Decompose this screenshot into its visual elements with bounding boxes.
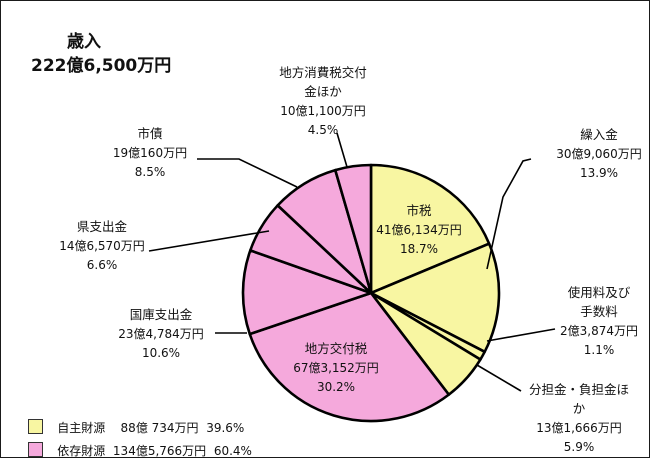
legend-swatch-dependent [28, 442, 44, 457]
slice-labels: 市税 41億6,134万円 18.7% 繰入金 30億9,060万円 13.9% 使用料及び… [59, 65, 642, 454]
legend-own-name: 自主財源 [57, 421, 106, 435]
leader-line [336, 132, 348, 168]
slice-label: 県支出金 14億6,570万円 6.6% [59, 219, 145, 272]
slice-label: 市債 19億160万円 8.5% [113, 126, 187, 179]
leader-line [476, 364, 522, 392]
leader-lines [148, 132, 556, 392]
slice-label: 国庫支出金 23億4,784万円 10.6% [118, 307, 204, 360]
legend-dependent-name: 依存財源 [57, 444, 106, 458]
slice-label: 繰入金 30億9,060万円 13.9% [556, 127, 642, 180]
legend-own-amount: 88億 734万円 [120, 421, 199, 435]
legend-own-revenue: 自主財源 88億 734万円 39.6% [13, 405, 244, 450]
slice-label: 地方消費税交付金ほか 10億1,100万円 4.5% [279, 65, 367, 137]
pie-slices [241, 163, 501, 423]
legend-own-percent: 39.6% [206, 421, 245, 435]
leader-line [197, 158, 298, 188]
chart-total: 222億6,500万円 [31, 56, 172, 76]
pie-slice [333, 163, 373, 295]
chart-title: 歳入 [67, 32, 101, 52]
pie-slice [241, 249, 373, 336]
leader-line [148, 230, 270, 252]
slice-label: 市税 41億6,134万円 18.7% [376, 203, 462, 256]
legend-dependent-amount: 134億5,766万円 [112, 444, 207, 458]
slice-label: 地方交付税 67億3,152万円 30.2% [293, 341, 379, 394]
leader-line [486, 158, 532, 270]
legend-swatch-own [28, 419, 44, 434]
leader-line [486, 328, 556, 342]
pie-slice [248, 291, 451, 423]
slice-label: 分担金・負担金ほか 13億1,666万円 5.9% [529, 382, 629, 454]
legend-dependent-percent: 60.4% [213, 444, 252, 458]
legend-dependent-revenue: 依存財源 134億5,766万円 60.4% [13, 428, 252, 458]
slice-label: 使用料及び手数料 2億3,874万円 1.1% [560, 285, 638, 357]
pie-slice [369, 163, 491, 295]
